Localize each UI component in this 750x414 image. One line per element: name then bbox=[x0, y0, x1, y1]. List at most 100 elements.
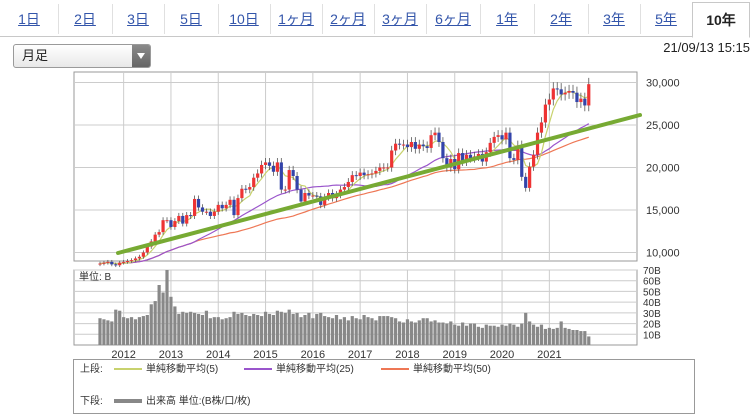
candle-body bbox=[303, 193, 307, 202]
volume-bar bbox=[397, 321, 402, 345]
volume-bar bbox=[464, 325, 469, 345]
volume-bar bbox=[153, 301, 157, 345]
period-select[interactable]: 月足 bbox=[13, 44, 151, 68]
volume-bar bbox=[279, 311, 283, 345]
volume-bar bbox=[145, 315, 149, 345]
volume-bar bbox=[137, 317, 142, 345]
volume-bar bbox=[370, 318, 374, 345]
volume-bar bbox=[579, 331, 583, 345]
candle-body bbox=[346, 181, 350, 188]
candle-body bbox=[204, 211, 209, 213]
legend-volume: 出来高 単位:(B株/口/枚) bbox=[112, 395, 250, 409]
tab-5-days[interactable]: 5日 bbox=[164, 4, 219, 34]
x-tick-label: 2012 bbox=[111, 349, 135, 361]
candle-body bbox=[382, 167, 386, 169]
volume-bar bbox=[224, 318, 228, 345]
legend-ma5-swatch bbox=[114, 368, 142, 371]
volume-bar bbox=[330, 318, 335, 345]
tab-3-months[interactable]: 3ヶ月 bbox=[374, 4, 427, 34]
volume-bar bbox=[342, 317, 346, 345]
tab-10-days[interactable]: 10日 bbox=[218, 4, 271, 34]
candle-body bbox=[267, 162, 272, 166]
candle-body bbox=[354, 175, 358, 177]
volume-bar bbox=[98, 318, 102, 345]
candle-body bbox=[323, 197, 327, 205]
volume-bar bbox=[512, 324, 516, 345]
tab-2-days[interactable]: 2日 bbox=[58, 4, 113, 34]
candle-body bbox=[504, 132, 508, 140]
candle-body bbox=[165, 220, 169, 222]
candle-body bbox=[196, 198, 201, 208]
candle-body bbox=[271, 165, 276, 172]
volume-bar bbox=[386, 316, 390, 345]
volume-bar bbox=[346, 320, 350, 345]
volume-bar bbox=[299, 317, 303, 345]
candle-body bbox=[488, 142, 492, 153]
tab-10-years[interactable]: 10年 bbox=[692, 2, 750, 38]
volume-bar bbox=[480, 327, 484, 345]
volume-bar bbox=[516, 326, 520, 345]
candle-body bbox=[528, 166, 532, 188]
volume-bar bbox=[354, 318, 358, 345]
volume-bar bbox=[425, 318, 429, 345]
volume-bar bbox=[263, 311, 268, 345]
candle-body bbox=[433, 132, 437, 136]
candle-body bbox=[409, 142, 413, 148]
legend-lower-label: 下段: bbox=[80, 396, 103, 407]
volume-bar bbox=[358, 319, 362, 345]
volume-tick-label: 10B bbox=[643, 330, 661, 341]
y-tick-label: 20,000 bbox=[646, 163, 680, 175]
candle-body bbox=[559, 89, 563, 95]
volume-bar bbox=[133, 319, 138, 345]
candle-body bbox=[366, 174, 370, 176]
candle-body bbox=[579, 98, 583, 103]
candle-body bbox=[118, 262, 122, 266]
tab-1-day[interactable]: 1日 bbox=[0, 4, 59, 34]
volume-bar bbox=[256, 315, 260, 345]
tab-1-year[interactable]: 1年 bbox=[480, 4, 535, 34]
tab-3-years[interactable]: 3年 bbox=[588, 4, 641, 34]
tab-6-months[interactable]: 6ヶ月 bbox=[426, 4, 481, 34]
volume-bar bbox=[390, 317, 394, 345]
legend-volume-label: 出来高 単位:(B株/口/枚) bbox=[146, 396, 251, 407]
volume-bar bbox=[240, 312, 244, 345]
volume-bar bbox=[118, 310, 122, 345]
volume-bar bbox=[323, 316, 327, 345]
volume-bar bbox=[421, 318, 425, 345]
volume-bar bbox=[193, 312, 197, 345]
volume-bar bbox=[405, 319, 410, 345]
x-tick-label: 2021 bbox=[537, 349, 561, 361]
y-tick-label: 10,000 bbox=[646, 248, 680, 260]
candle-body bbox=[248, 187, 252, 190]
candle-body bbox=[327, 193, 331, 198]
volume-bar bbox=[543, 328, 548, 345]
chevron-down-icon[interactable] bbox=[132, 45, 150, 67]
candle-body bbox=[244, 188, 248, 190]
volume-bar bbox=[327, 317, 331, 345]
volume-bar bbox=[149, 304, 153, 345]
tab-1-month[interactable]: 1ヶ月 bbox=[270, 4, 323, 34]
x-tick-label: 2013 bbox=[159, 349, 183, 361]
tab-3-days[interactable]: 3日 bbox=[112, 4, 165, 34]
tab-2-months[interactable]: 2ヶ月 bbox=[322, 4, 375, 34]
candle-body bbox=[386, 167, 390, 169]
candle-body bbox=[275, 162, 279, 172]
volume-bar bbox=[114, 309, 118, 345]
candle-body bbox=[342, 187, 346, 190]
candle-body bbox=[500, 135, 504, 140]
candle-body bbox=[181, 215, 185, 224]
candle-body bbox=[157, 232, 161, 235]
volume-bar bbox=[531, 324, 536, 345]
candle-body bbox=[279, 162, 283, 190]
volume-bar bbox=[173, 306, 177, 345]
volume-bar bbox=[106, 320, 110, 345]
tab-2-years[interactable]: 2年 bbox=[534, 4, 589, 34]
candle-body bbox=[405, 144, 410, 148]
candle-body bbox=[362, 172, 366, 176]
volume-bar bbox=[437, 322, 441, 345]
candle-body bbox=[476, 153, 480, 157]
volume-bar bbox=[547, 327, 551, 345]
candle-body bbox=[263, 162, 268, 165]
volume-bar bbox=[508, 323, 512, 345]
